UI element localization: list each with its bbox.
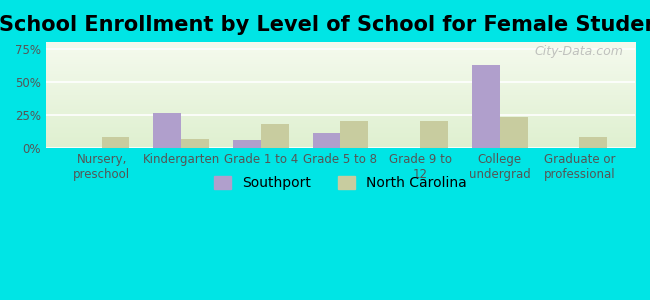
Bar (261, 124, 289, 148)
Bar (420, 122, 448, 148)
Bar (233, 140, 261, 148)
Text: City-Data.com: City-Data.com (534, 45, 623, 58)
Bar (181, 139, 209, 148)
Bar (500, 117, 528, 148)
Bar (313, 133, 341, 148)
Bar (472, 64, 500, 148)
Bar (101, 137, 129, 148)
Legend: Southport, North Carolina: Southport, North Carolina (209, 171, 473, 196)
Title: School Enrollment by Level of School for Female Students: School Enrollment by Level of School for… (0, 15, 650, 35)
Bar (153, 113, 181, 148)
Bar (341, 122, 369, 148)
Bar (579, 137, 607, 148)
